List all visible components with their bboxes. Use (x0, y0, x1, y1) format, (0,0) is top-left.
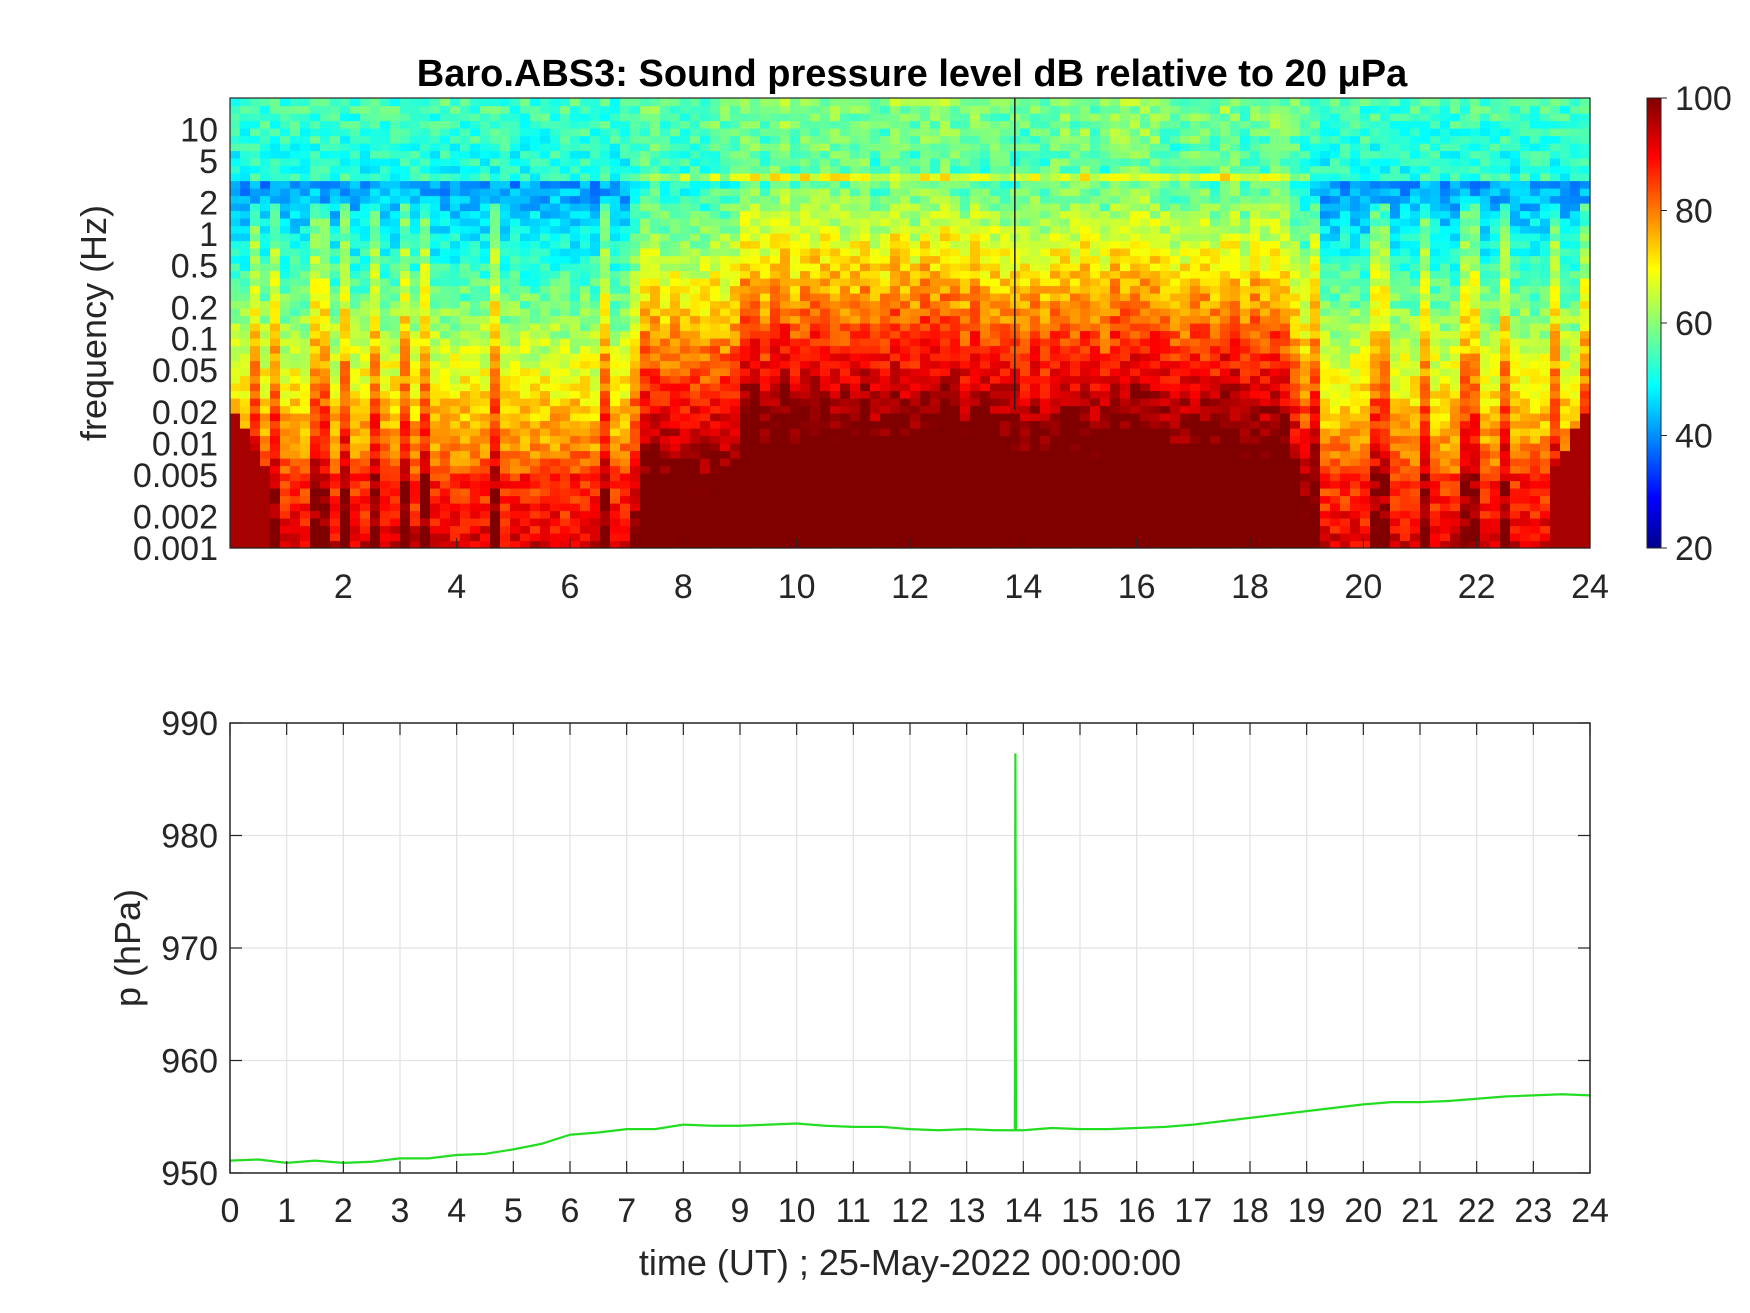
spectrogram-x-tick-label: 12 (891, 568, 929, 606)
spectrogram-y-tick-label: 0.05 (152, 352, 218, 390)
pressure-x-tick-label: 18 (1231, 1192, 1269, 1230)
pressure-x-tick-label: 7 (617, 1192, 636, 1230)
pressure-grid (229, 722, 1591, 1174)
pressure-x-tick-label: 12 (891, 1192, 929, 1230)
spectrogram-y-tick-label: 5 (199, 143, 218, 181)
pressure-x-tick-label: 14 (1004, 1192, 1042, 1230)
spectrogram-x-tick-label: 14 (1004, 568, 1042, 606)
spectrogram-y-tick-label: 0.01 (152, 425, 218, 463)
colorbar (1646, 97, 1662, 549)
pressure-x-tick-label: 22 (1458, 1192, 1496, 1230)
pressure-axis-label: p (hPa) (107, 889, 148, 1007)
colorbar-tick-label: 20 (1675, 530, 1713, 568)
pressure-x-tick-label: 10 (778, 1192, 816, 1230)
pressure-line (229, 753, 1591, 1164)
pressure-x-tick-label: 0 (221, 1192, 240, 1230)
pressure-y-ticks: 990 980 970 960 950 (161, 705, 1590, 1193)
spectrogram-x-tick-label: 4 (447, 568, 466, 606)
spectrogram-y-tick-label: 0.02 (152, 394, 218, 432)
pressure-y-tick-label: 960 (161, 1043, 218, 1081)
spectrogram-x-tick-label: 6 (561, 568, 580, 606)
spectrogram-title: Baro.ABS3: Sound pressure level dB relat… (417, 53, 1408, 95)
spectrogram-y-tick-label: 0.001 (133, 530, 218, 568)
pressure-x-tick-label: 8 (674, 1192, 693, 1230)
pressure-y-tick-label: 970 (161, 930, 218, 968)
spectrogram-x-ticks: 2 4 6 8 10 12 14 16 18 20 22 24 (334, 538, 1609, 606)
spectrogram-x-tick-label: 10 (778, 568, 816, 606)
spectrogram-y-tick-label: 0.5 (171, 248, 218, 286)
pressure-x-tick-label: 24 (1571, 1192, 1609, 1230)
spectrogram-x-tick-label: 16 (1118, 568, 1156, 606)
pressure-y-tick-label: 990 (161, 705, 218, 743)
spectrogram-heatmap (230, 98, 1591, 549)
spectrogram-y-ticks: 105 210.50.20.10.05 0.020.010.005 0.0020.00… (133, 111, 218, 568)
pressure-x-tick-label: 3 (391, 1192, 410, 1230)
spectrogram-y-tick-label: 2 (199, 185, 218, 223)
colorbar-ticks: 100 80 60 40 20 (1661, 80, 1732, 568)
frequency-axis-label: frequency (Hz) (73, 205, 114, 441)
pressure-x-tick-label: 16 (1118, 1192, 1156, 1230)
pressure-x-tick-label: 6 (561, 1192, 580, 1230)
pressure-x-tick-label: 5 (504, 1192, 523, 1230)
pressure-x-tick-label: 21 (1401, 1192, 1439, 1230)
colorbar-tick-label: 60 (1675, 305, 1713, 343)
pressure-y-tick-label: 980 (161, 818, 218, 856)
spectrogram-y-tick-label: 10 (180, 111, 218, 149)
pressure-x-tick-label: 20 (1344, 1192, 1382, 1230)
pressure-x-tick-label: 13 (948, 1192, 986, 1230)
time-axis-label: time (UT) ; 25-May-2022 00:00:00 (639, 1242, 1181, 1283)
colorbar-tick-label: 80 (1675, 193, 1713, 231)
spectrogram-x-tick-label: 18 (1231, 568, 1269, 606)
spectrogram-y-tick-label: 0.005 (133, 457, 218, 495)
colorbar-tick-label: 100 (1675, 80, 1732, 118)
pressure-x-ticks: 0 1 2 3 4 5 6 7 8 9 10 11 12 13 14 15 16 17 18 19 20 21 22 23 24 (221, 723, 1609, 1230)
pressure-x-tick-label: 9 (731, 1192, 750, 1230)
pressure-x-tick-label: 17 (1174, 1192, 1212, 1230)
spectrogram-y-tick-label: 0.2 (171, 289, 218, 327)
pressure-y-tick-label: 950 (161, 1155, 218, 1193)
pressure-x-tick-label: 23 (1514, 1192, 1552, 1230)
spectrogram-x-tick-label: 20 (1344, 568, 1382, 606)
pressure-x-tick-label: 11 (836, 1192, 871, 1230)
spectrogram-x-tick-label: 24 (1571, 568, 1609, 606)
pressure-x-tick-label: 15 (1061, 1192, 1099, 1230)
pressure-x-tick-label: 2 (334, 1192, 353, 1230)
spectrogram-y-tick-label: 1 (199, 216, 218, 254)
pressure-x-tick-label: 4 (447, 1192, 466, 1230)
spectrogram-y-tick-label: 0.002 (133, 499, 218, 537)
spectrogram-x-tick-label: 2 (334, 568, 353, 606)
colorbar-tick-label: 40 (1675, 418, 1713, 456)
spectrogram-x-tick-label: 8 (674, 568, 693, 606)
spectrogram-x-tick-label: 22 (1458, 568, 1496, 606)
pressure-x-tick-label: 1 (277, 1192, 296, 1230)
pressure-x-tick-label: 19 (1288, 1192, 1326, 1230)
spectrogram-y-tick-label: 0.1 (171, 321, 218, 359)
